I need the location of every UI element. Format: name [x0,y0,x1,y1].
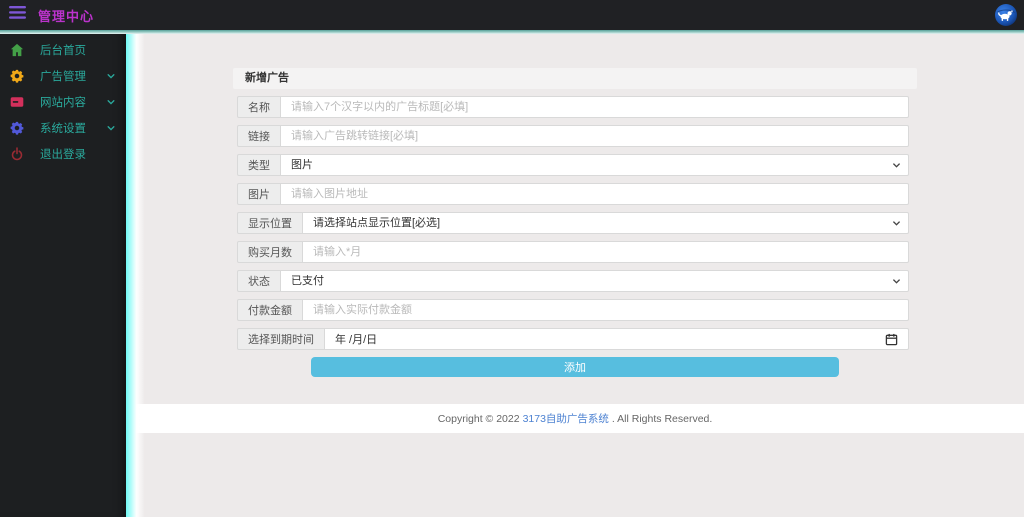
ad-image-input[interactable] [281,183,909,205]
footer: Copyright © 2022 3173自助广告系统 . All Rights… [126,404,1024,433]
field-label: 状态 [237,270,281,292]
field-label: 购买月数 [237,241,303,263]
field-label: 显示位置 [237,212,303,234]
sidebar-item-label: 网站内容 [40,97,86,109]
field-label: 图片 [237,183,281,205]
form-field-type: 类型 图片 [237,154,909,176]
status-select[interactable]: 已支付 [281,270,909,292]
date-value: 年 /月/日 [335,334,378,346]
power-icon [9,146,25,162]
content-card-icon [9,94,25,110]
sidebar-item-label: 系统设置 [40,123,86,135]
home-icon [9,42,25,58]
user-avatar[interactable] [994,3,1018,27]
gear-icon [9,68,25,84]
purchase-months-input[interactable] [303,241,909,263]
ad-type-select[interactable]: 图片 [281,154,909,176]
display-position-select[interactable]: 请选择站点显示位置[必选] [303,212,909,234]
field-label: 付款金额 [237,299,303,321]
sidebar-item-site-content[interactable]: 网站内容 [0,89,126,115]
main-content: 新增广告 名称 链接 类型 图片 图片 显示位置 [126,34,1024,517]
sidebar-item-logout[interactable]: 退出登录 [0,141,126,167]
sidebar-item-system-settings[interactable]: 系统设置 [0,115,126,141]
form-field-expiry: 选择到期时间 年 /月/日 [237,328,909,350]
field-label: 名称 [237,96,281,118]
form-field-link: 链接 [237,125,909,147]
status-select-wrap: 已支付 [281,270,909,292]
ad-title-input[interactable] [281,96,909,118]
sidebar-item-dashboard[interactable]: 后台首页 [0,37,126,63]
type-select-wrap: 图片 [281,154,909,176]
topbar-accent-line [0,30,1024,34]
form-field-name: 名称 [237,96,909,118]
sidebar: 后台首页 广告管理 网站内容 系统设置 [0,34,126,517]
expiry-date-input[interactable]: 年 /月/日 [325,328,909,350]
chevron-down-icon [106,97,116,107]
sidebar-item-label: 后台首页 [40,45,86,57]
form-title: 新增广告 [233,68,917,89]
copyright-suffix: . All Rights Reserved. [611,412,713,425]
form-field-amount: 付款金额 [237,299,909,321]
chevron-down-icon [106,71,116,81]
site-link[interactable]: 3173自助广告系统 [522,413,609,425]
field-label: 类型 [237,154,281,176]
sidebar-item-label: 广告管理 [40,71,86,83]
payment-amount-input[interactable] [303,299,909,321]
copyright-text: Copyright © 2022 [437,412,520,425]
hamburger-icon [8,6,26,24]
form-field-image: 图片 [237,183,909,205]
calendar-icon[interactable] [885,333,898,346]
form-field-status: 状态 已支付 [237,270,909,292]
settings-gear-icon [9,120,25,136]
topbar: 管理中心 [0,0,1024,30]
position-select-wrap: 请选择站点显示位置[必选] [303,212,909,234]
sidebar-item-label: 退出登录 [40,149,86,161]
sidebar-item-ad-management[interactable]: 广告管理 [0,63,126,89]
page-title: 管理中心 [38,8,95,24]
field-label: 选择到期时间 [237,328,325,350]
ad-link-input[interactable] [281,125,909,147]
dog-globe-logo-icon [994,4,1018,27]
menu-toggle-button[interactable] [0,0,34,30]
submit-add-button[interactable]: 添加 [311,357,839,377]
add-ad-form: 新增广告 名称 链接 类型 图片 图片 显示位置 [233,68,917,377]
form-field-months: 购买月数 [237,241,909,263]
chevron-down-icon [106,123,116,133]
field-label: 链接 [237,125,281,147]
form-field-position: 显示位置 请选择站点显示位置[必选] [237,212,909,234]
